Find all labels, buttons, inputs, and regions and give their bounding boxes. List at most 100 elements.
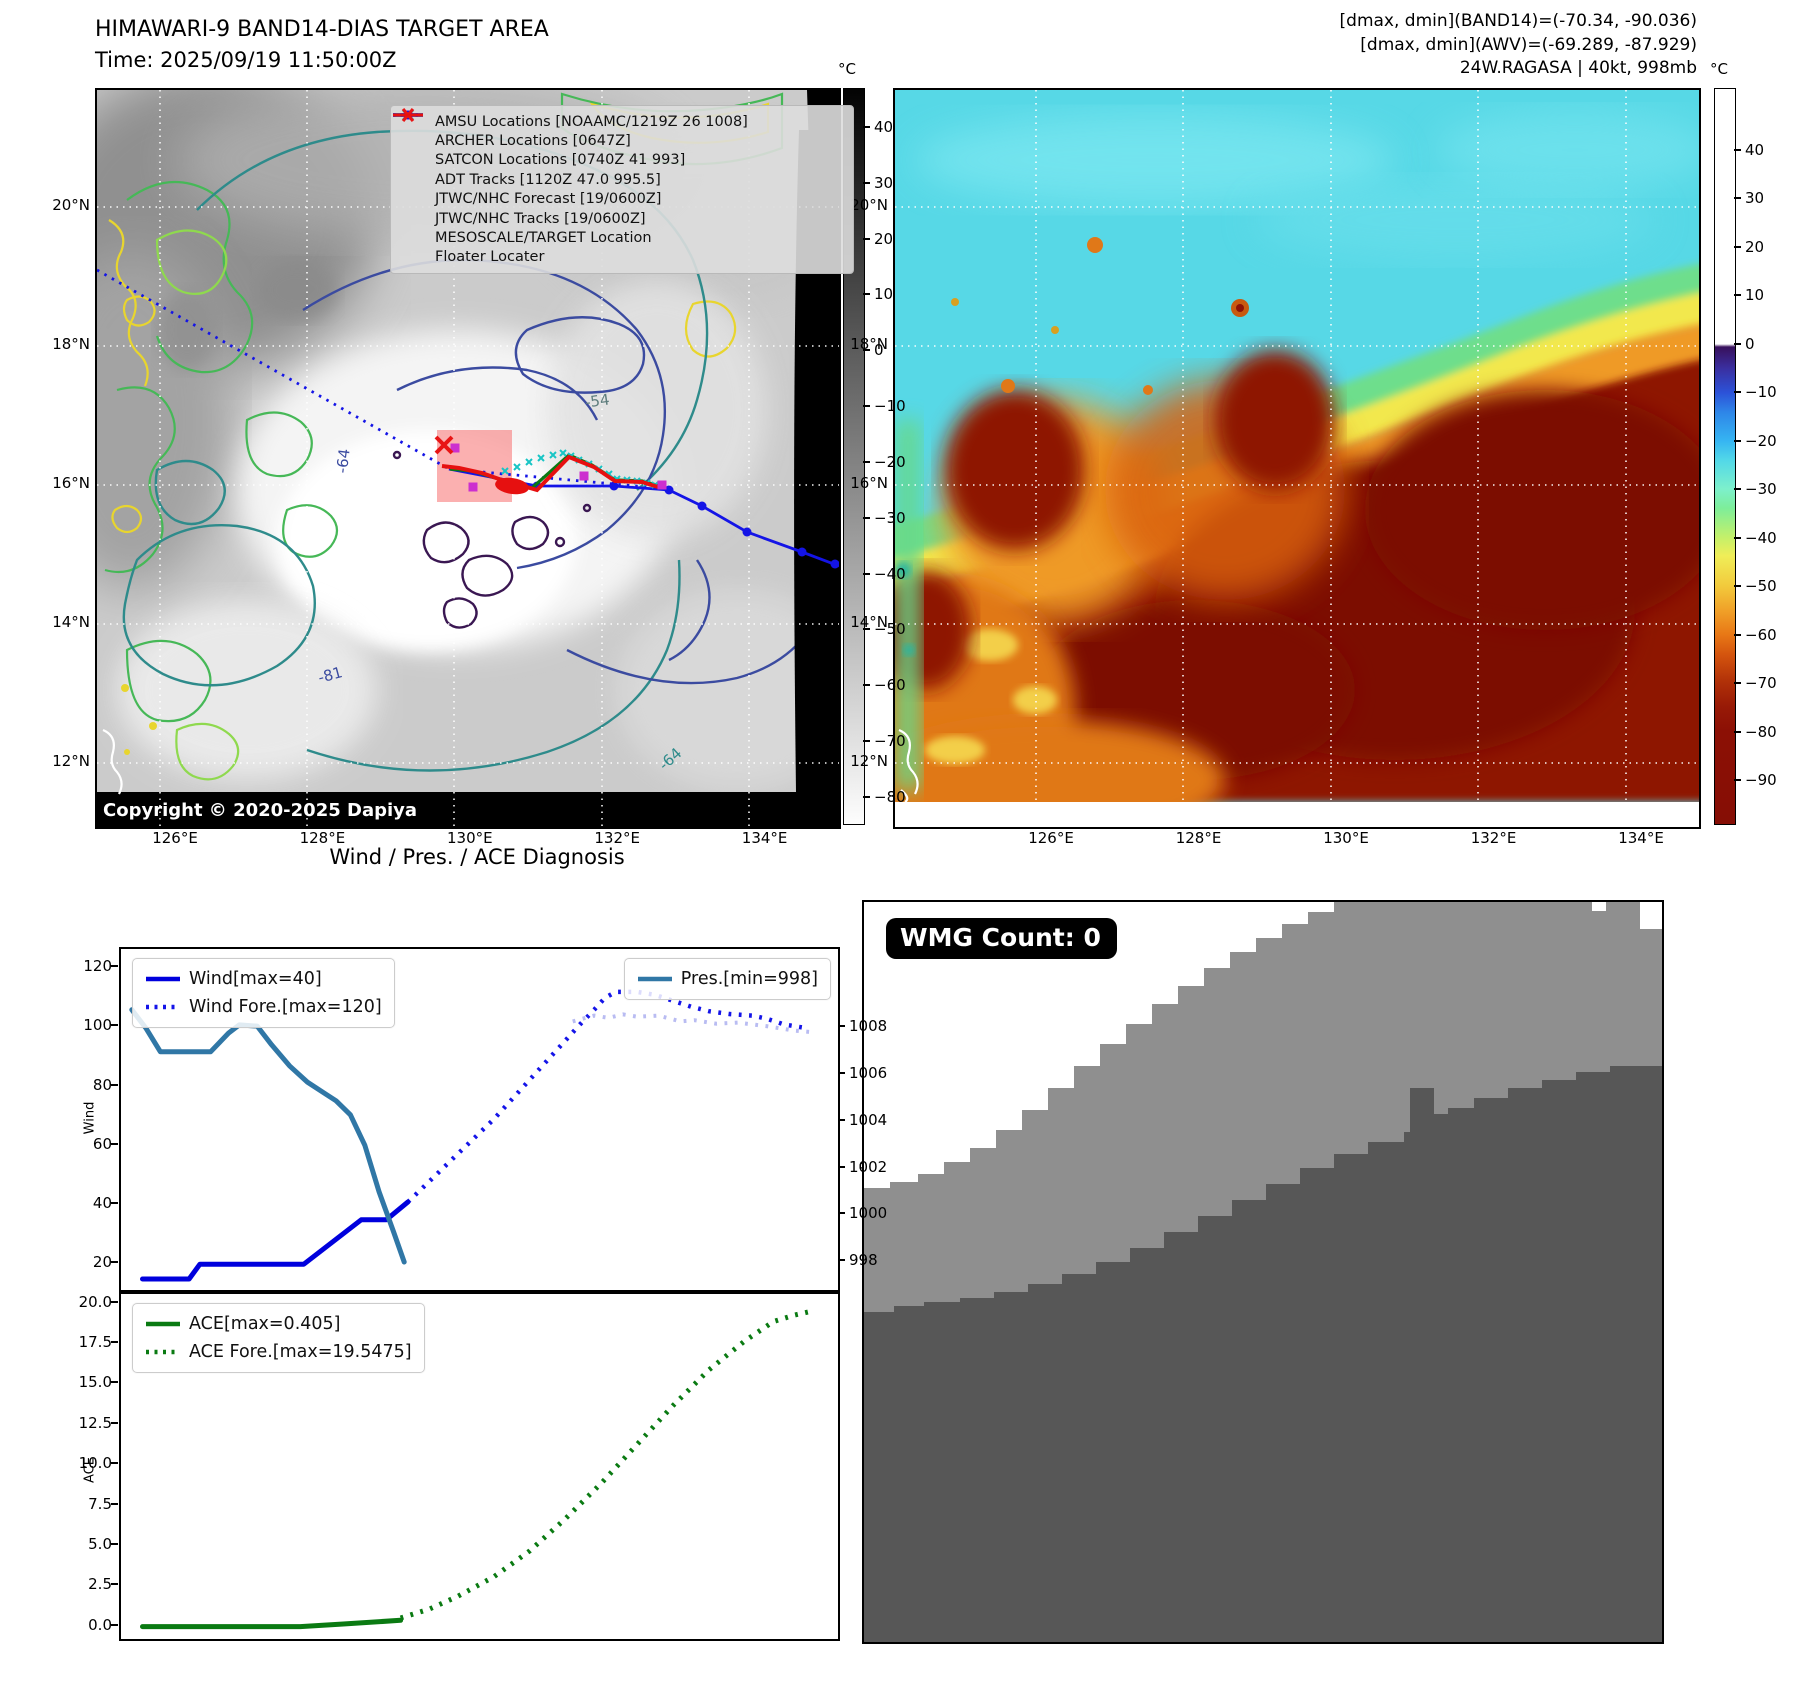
tick-label: −30	[1745, 480, 1777, 499]
tick-label: 20	[92, 1253, 112, 1272]
page-title: HIMAWARI-9 BAND14-DIAS TARGET AREA	[95, 17, 549, 42]
dotted-line-icon	[146, 1349, 180, 1355]
tick-label: −10	[1745, 383, 1777, 402]
tick-mark	[111, 1083, 118, 1086]
tick-label: 16°N	[850, 474, 888, 492]
chart-legend-item: Wind[max=40]	[145, 965, 382, 993]
map-legend-item: SATCON Locations [0740Z 41 993]	[395, 109, 843, 170]
tick-mark	[863, 293, 870, 296]
tick-mark	[1734, 633, 1741, 636]
tick-label: 40	[1745, 141, 1765, 159]
tick-mark	[1734, 488, 1741, 491]
legend-label: MESOSCALE/TARGET Location	[435, 230, 652, 247]
legend-marker	[145, 1002, 189, 1012]
tick-label: −80	[874, 787, 906, 806]
map-legend-item: JTWC/NHC Forecast [19/0600Z]	[393, 113, 843, 209]
jtwc-track	[448, 467, 839, 569]
tick-label: 128°E	[1175, 829, 1222, 847]
tick-label: 12.5	[78, 1413, 112, 1432]
legend-label: ARCHER Locations [0647Z]	[435, 133, 631, 150]
tick-label: 16°N	[52, 474, 90, 492]
tick-mark	[111, 1024, 118, 1027]
tick-label: −70	[1745, 674, 1777, 693]
ace-legend: ACE[max=0.405] ACE Fore.[max=19.5475]	[132, 1303, 425, 1373]
tick-mark	[1734, 778, 1741, 781]
tick-label: −60	[1745, 625, 1777, 644]
wind-axis-label: Wind	[82, 1101, 98, 1135]
tick-label: −50	[1745, 577, 1777, 596]
legend-marker	[145, 1347, 189, 1357]
tick-label: 10	[1745, 286, 1765, 305]
tick-mark	[111, 1421, 118, 1424]
tick-mark	[1734, 245, 1741, 248]
map-legend-item: ARCHER Locations [0647Z]	[395, 110, 843, 150]
legend-label: JTWC/NHC Tracks [19/0600Z]	[435, 210, 646, 227]
legend-label: ACE[max=0.405]	[189, 1314, 341, 1334]
tick-label: 20°N	[850, 196, 888, 214]
tick-label: 100	[83, 1016, 112, 1035]
map-legend: AMSU Locations [NOAAMC/1219Z 26 1008] ARC…	[390, 105, 854, 275]
tick-label: −80	[1745, 722, 1777, 741]
tick-label: 128°E	[299, 829, 346, 847]
tick-mark	[1734, 730, 1741, 733]
solid-line-icon	[146, 1321, 180, 1327]
tick-label: 1008	[849, 1017, 888, 1036]
tick-mark	[111, 1543, 118, 1546]
awv-texture	[895, 110, 1699, 827]
series-wind-fore-max-120-	[406, 989, 803, 1204]
legend-label: ACE Fore.[max=19.5475]	[189, 1342, 412, 1362]
band14-map: AMSU Locations [NOAAMC/1219Z 26 1008] ARC…	[95, 88, 854, 829]
tick-label: −20	[874, 452, 906, 471]
tick-label: −40	[1745, 528, 1777, 547]
tick-label: 0.0	[88, 1615, 112, 1634]
tick-mark	[838, 1212, 845, 1215]
pressure-legend: Pres.[min=998]	[623, 958, 831, 1000]
tick-label: 130°E	[446, 829, 493, 847]
tick-label: 1006	[849, 1064, 888, 1083]
tick-mark	[1734, 682, 1741, 685]
tick-mark	[1734, 391, 1741, 394]
header-right: [dmax, dmin](BAND14)=(-70.34, -90.036) […	[1340, 10, 1697, 81]
series-pres-min-998-	[129, 1007, 407, 1265]
tick-label: 14°N	[850, 613, 888, 631]
tick-label: 40	[874, 118, 894, 136]
solid-line-icon	[146, 976, 180, 982]
legend-label: Pres.[min=998]	[680, 969, 818, 989]
contours-purple	[392, 450, 592, 629]
charts-title: Wind / Pres. / ACE Diagnosis	[329, 845, 625, 869]
tick-mark	[863, 460, 870, 463]
tick-mark	[838, 1072, 845, 1075]
chart-legend-item: Pres.[min=998]	[637, 965, 818, 993]
tick-mark	[838, 1118, 845, 1121]
tick-label: 1000	[849, 1204, 888, 1223]
tick-label: −90	[1745, 770, 1777, 789]
tick-label: 20.0	[78, 1292, 112, 1311]
solid-line-icon	[637, 976, 672, 982]
tick-label: 134°E	[1618, 829, 1664, 847]
awv-map-art	[895, 90, 1699, 827]
tick-mark	[111, 1623, 118, 1626]
tick-label: 10	[874, 285, 894, 304]
tick-label: −50	[874, 620, 906, 639]
tick-mark	[111, 1341, 118, 1344]
dmax-dmin-band14: [dmax, dmin](BAND14)=(-70.34, -90.036)	[1339, 11, 1697, 31]
legend-label: AMSU Locations [NOAAMC/1219Z 26 1008]	[435, 113, 748, 130]
page-title-block: HIMAWARI-9 BAND14-DIAS TARGET AREA Time:…	[95, 14, 549, 76]
tick-label: 134°E	[741, 829, 788, 847]
wmg-count-badge: WMG Count: 0	[886, 918, 1117, 959]
tick-label: −30	[874, 508, 906, 527]
contour-label: -54	[583, 390, 611, 412]
tick-label: 998	[849, 1250, 878, 1269]
grid-lines	[895, 90, 1699, 802]
storm-id: 24W.RAGASA | 40kt, 998mb	[1459, 58, 1697, 78]
tick-mark	[111, 965, 118, 968]
tick-mark	[1734, 585, 1741, 588]
legend-label: SATCON Locations [0740Z 41 993]	[435, 152, 686, 169]
tick-label: 18°N	[850, 335, 888, 353]
awv-colorbar-unit: °C	[1710, 60, 1728, 78]
wmg-dark-region	[864, 1066, 1662, 1642]
contour-label: -64	[332, 447, 354, 475]
series-ace-fore-max-19-5475-	[399, 1308, 814, 1621]
legend-marker	[145, 974, 189, 984]
